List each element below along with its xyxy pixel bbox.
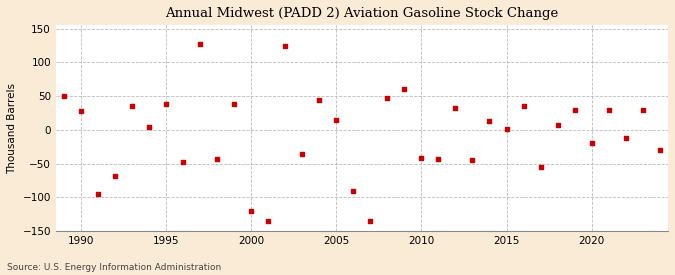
Point [535,165,546,169]
Point [603,108,614,112]
Title: Annual Midwest (PADD 2) Aviation Gasoline Stock Change: Annual Midwest (PADD 2) Aviation Gasolin… [165,7,559,20]
Text: Source: U.S. Energy Information Administration: Source: U.S. Energy Information Administ… [7,263,221,272]
Point [297,151,308,156]
Point [348,188,359,193]
Point [110,174,121,178]
Point [93,192,104,196]
Point [569,108,580,112]
Point [212,157,223,161]
Point [144,124,155,129]
Point [433,157,444,161]
Point [399,87,410,92]
Point [586,141,597,146]
Point [450,106,461,111]
Point [501,126,512,131]
Point [76,109,87,113]
Point [365,219,376,223]
Point [229,102,240,106]
Point [178,160,189,164]
Point [416,156,427,161]
Point [382,95,393,100]
Point [331,118,342,122]
Point [654,148,665,152]
Point [280,43,291,48]
Point [127,104,138,109]
Point [195,41,206,46]
Point [484,119,495,123]
Point [620,136,631,140]
Point [161,102,172,106]
Point [59,94,70,98]
Point [314,97,325,102]
Y-axis label: Thousand Barrels: Thousand Barrels [7,83,17,174]
Point [518,104,529,109]
Point [552,122,563,127]
Point [246,209,256,213]
Point [637,108,648,112]
Point [467,158,478,163]
Point [263,219,274,223]
